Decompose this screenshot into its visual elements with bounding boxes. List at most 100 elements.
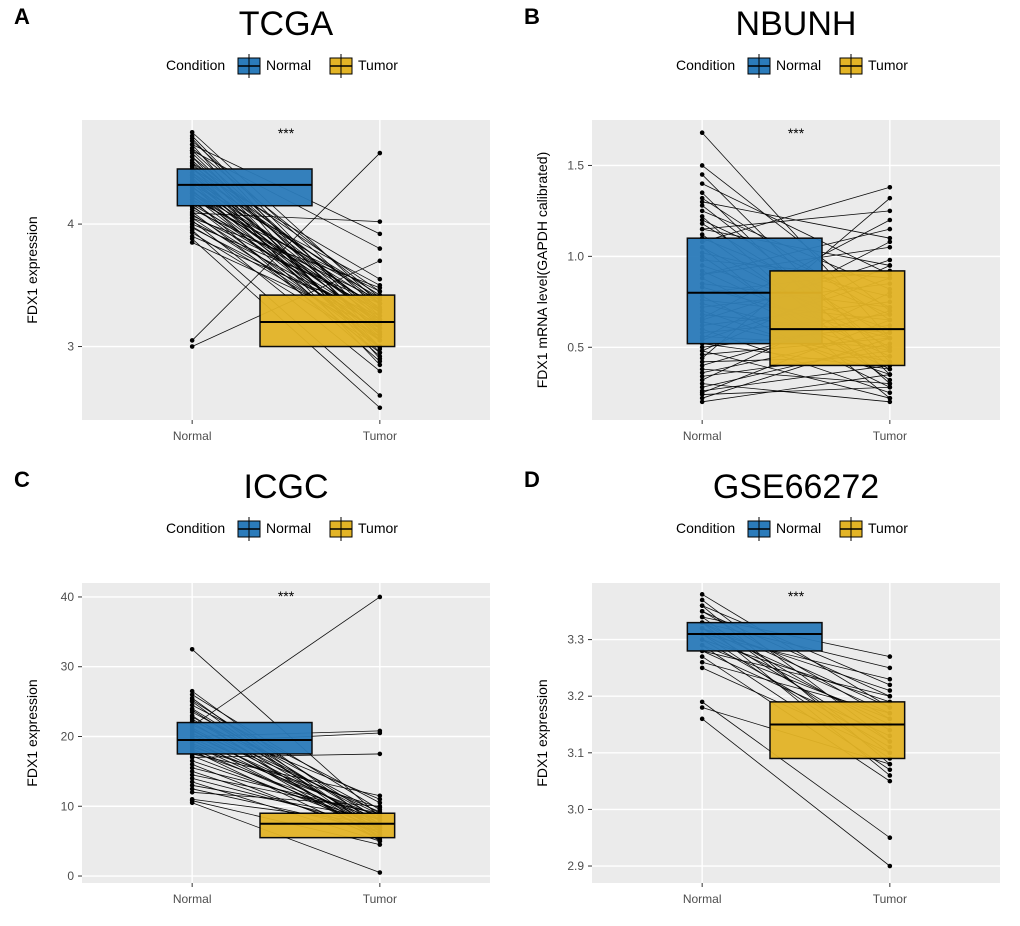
ytick-label: 3.3 — [567, 633, 584, 647]
data-point — [700, 666, 705, 671]
xcat-label: Tumor — [873, 892, 907, 906]
data-point — [378, 151, 383, 156]
data-point — [888, 666, 893, 671]
data-point — [378, 804, 383, 809]
data-point — [888, 767, 893, 772]
data-point — [378, 285, 383, 290]
ytick-label: 0 — [67, 869, 74, 883]
ytick-label: 20 — [61, 729, 75, 743]
box — [177, 723, 312, 754]
box — [687, 623, 822, 651]
data-point — [700, 227, 705, 232]
data-point — [190, 338, 195, 343]
data-point — [378, 232, 383, 237]
panel-letter: A — [14, 4, 30, 29]
ytick-label: 1.5 — [567, 158, 584, 172]
data-point — [888, 688, 893, 693]
ytick-label: 3 — [67, 340, 74, 354]
ytick-label: 1.0 — [567, 249, 584, 263]
y-axis-label: FDX1 expression — [24, 216, 40, 323]
data-point — [378, 219, 383, 224]
data-point — [700, 717, 705, 722]
data-point — [700, 209, 705, 214]
data-point — [888, 654, 893, 659]
data-point — [700, 203, 705, 208]
data-point — [190, 790, 195, 795]
data-point — [190, 800, 195, 805]
data-point — [378, 359, 383, 364]
xcat-label: Tumor — [363, 892, 397, 906]
xcat-label: Normal — [683, 892, 722, 906]
data-point — [190, 344, 195, 349]
ytick-label: 3.1 — [567, 746, 584, 760]
data-point — [888, 773, 893, 778]
legend-item-normal: Normal — [266, 57, 311, 73]
ytick-label: 0.5 — [567, 340, 584, 354]
data-point — [888, 683, 893, 688]
data-point — [378, 277, 383, 282]
data-point — [700, 609, 705, 614]
data-point — [378, 393, 383, 398]
data-point — [378, 405, 383, 410]
box — [260, 813, 395, 837]
data-point — [378, 259, 383, 264]
box — [177, 169, 312, 206]
panel-title: GSE66272 — [713, 468, 879, 506]
panel-D: 2.93.03.13.23.3NormalTumorFDX1 expressio… — [510, 463, 1020, 926]
data-point — [888, 196, 893, 201]
data-point — [378, 752, 383, 757]
data-point — [700, 130, 705, 135]
ytick-label: 3.2 — [567, 689, 584, 703]
data-point — [700, 603, 705, 608]
data-point — [378, 246, 383, 251]
significance-label: *** — [788, 588, 805, 604]
data-point — [888, 779, 893, 784]
data-point — [700, 592, 705, 597]
data-point — [888, 390, 893, 395]
ytick-label: 4 — [67, 217, 74, 231]
data-point — [888, 372, 893, 377]
significance-label: *** — [788, 125, 805, 141]
xcat-label: Normal — [173, 429, 212, 443]
legend-title: Condition — [676, 520, 735, 536]
data-point — [378, 731, 383, 736]
data-point — [700, 400, 705, 405]
data-point — [378, 793, 383, 798]
data-point — [190, 240, 195, 245]
data-point — [378, 369, 383, 374]
data-point — [888, 240, 893, 245]
data-point — [888, 694, 893, 699]
box — [260, 295, 395, 346]
panel-title: ICGC — [244, 468, 329, 506]
xcat-label: Normal — [173, 892, 212, 906]
legend-item-tumor: Tumor — [358, 57, 398, 73]
panel-A: 34NormalTumorFDX1 expression***TCGAACond… — [0, 0, 510, 463]
data-point — [888, 218, 893, 223]
data-point — [888, 762, 893, 767]
panel-letter: B — [524, 4, 540, 29]
panel-letter: D — [524, 467, 540, 492]
y-axis-label: FDX1 expression — [534, 679, 550, 786]
significance-label: *** — [278, 125, 295, 141]
data-point — [888, 258, 893, 263]
data-point — [888, 396, 893, 401]
data-point — [700, 221, 705, 226]
data-point — [700, 654, 705, 659]
panel-C: 010203040NormalTumorFDX1 expression***IC… — [0, 463, 510, 926]
data-point — [700, 349, 705, 354]
panel-title: TCGA — [239, 5, 334, 43]
ytick-label: 40 — [61, 590, 75, 604]
figure-grid: 3 4 Normal Tumor FDX1 expression *** TCGA A Cond… — [0, 0, 1020, 926]
ytick-label: 2.9 — [567, 859, 584, 873]
panel-B: 0.51.01.5NormalTumorFDX1 mRNA level(GAPD… — [510, 0, 1020, 463]
data-point — [378, 870, 383, 875]
xcat-label: Normal — [683, 429, 722, 443]
data-point — [190, 142, 195, 147]
data-point — [378, 842, 383, 847]
data-point — [700, 163, 705, 168]
data-point — [888, 263, 893, 268]
data-point — [888, 227, 893, 232]
data-point — [700, 700, 705, 705]
legend-item-tumor: Tumor — [868, 57, 908, 73]
data-point — [888, 385, 893, 390]
